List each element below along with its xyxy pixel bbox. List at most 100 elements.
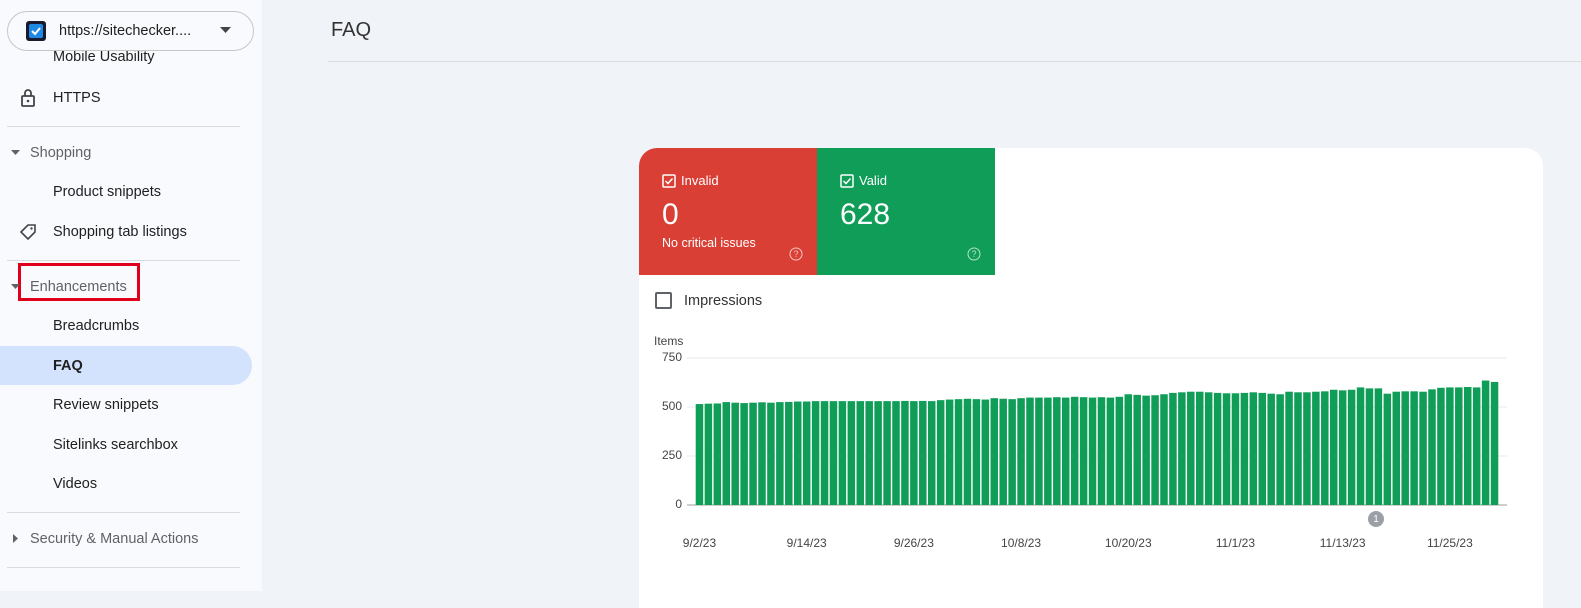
bar <box>1124 394 1133 505</box>
bar <box>972 399 981 505</box>
bar <box>892 401 900 505</box>
bar <box>1321 391 1329 505</box>
page-title: FAQ <box>331 19 372 41</box>
bar <box>1285 391 1293 505</box>
header-divider <box>328 61 1581 62</box>
bar <box>1053 397 1061 505</box>
dropdown-arrow <box>220 27 231 33</box>
nav-item[interactable]: Sitelinks searchbox <box>53 437 178 453</box>
selected-bg <box>0 346 252 385</box>
nav-item[interactable]: Product snippets <box>53 184 162 200</box>
bar <box>847 401 856 505</box>
bar <box>740 403 748 505</box>
annotation-marker[interactable] <box>1368 511 1384 527</box>
x-tick-label: 10/20/23 <box>1105 536 1152 550</box>
bar <box>1329 389 1338 505</box>
bar <box>1294 392 1302 505</box>
x-tick-label: 11/1/23 <box>1216 536 1255 550</box>
sidebar <box>0 0 262 591</box>
tag-icon <box>19 224 36 241</box>
bar <box>1419 391 1427 505</box>
bar <box>1472 387 1481 505</box>
bar <box>1088 397 1097 505</box>
bar <box>1178 392 1186 505</box>
bar <box>1249 392 1258 505</box>
bar <box>704 403 713 505</box>
bar <box>731 402 739 505</box>
card-label: Valid <box>859 173 887 188</box>
bar <box>1187 391 1195 505</box>
nav-item[interactable]: HTTPS <box>53 90 101 106</box>
chart: Items 0 250 500 750 9/2/23 9/14/23 9/26/23 10/8… <box>654 334 1507 550</box>
bar <box>1070 396 1079 505</box>
section-title[interactable]: Shopping <box>30 145 92 161</box>
nav-item-selected[interactable]: FAQ <box>53 358 83 374</box>
section-title[interactable]: Enhancements <box>30 279 127 295</box>
bar <box>1222 393 1231 505</box>
bar <box>1097 397 1106 505</box>
nav-item[interactable]: Shopping tab listings <box>53 224 187 240</box>
bar <box>811 401 820 505</box>
bar <box>936 400 945 505</box>
bar <box>999 398 1007 505</box>
bar <box>1383 393 1392 505</box>
divider <box>7 512 240 513</box>
bar <box>1312 391 1320 505</box>
property-selector[interactable]: https://sitechecker.... <box>7 11 254 51</box>
x-tick-label: 9/2/23 <box>683 536 717 550</box>
bar <box>919 400 927 505</box>
bar <box>874 401 882 505</box>
bar <box>1267 393 1275 505</box>
svg-text:?: ? <box>793 249 798 259</box>
bar <box>1258 392 1267 505</box>
bar <box>1044 397 1052 505</box>
y-tick-label: 250 <box>662 448 682 462</box>
site-icon <box>26 21 46 41</box>
bar <box>945 399 954 505</box>
bar <box>1365 388 1374 505</box>
bar <box>865 401 873 505</box>
nav-item[interactable]: Breadcrumbs <box>53 318 140 334</box>
collapse-arrow <box>11 150 20 155</box>
bar <box>1374 388 1383 505</box>
bar <box>1133 394 1141 505</box>
impressions-checkbox[interactable] <box>655 292 672 309</box>
bar <box>1401 391 1409 505</box>
bar <box>1463 387 1472 505</box>
annotation-label[interactable]: 1 <box>1373 514 1379 525</box>
valid-card[interactable]: Valid 628 ? <box>817 148 995 275</box>
invalid-card[interactable]: Invalid 0 No critical issues ? <box>639 148 817 275</box>
section-title[interactable]: Security & Manual Actions <box>30 531 199 547</box>
bar <box>901 400 909 505</box>
bar <box>785 401 793 505</box>
x-tick-label: 9/26/23 <box>894 536 934 550</box>
svg-text:?: ? <box>971 249 976 259</box>
impressions-label[interactable]: Impressions <box>684 293 763 309</box>
bar <box>1008 399 1016 505</box>
y-tick-label: 750 <box>662 350 682 364</box>
bar <box>776 402 784 505</box>
bar <box>1195 391 1204 505</box>
bar <box>1204 392 1213 505</box>
report-card: Invalid 0 No critical issues ? Valid 628… <box>639 148 1543 608</box>
bar <box>1481 380 1490 505</box>
bar <box>1106 397 1115 505</box>
bar <box>1035 397 1043 505</box>
bar <box>1017 398 1025 505</box>
x-tick-label: 11/25/23 <box>1427 536 1473 550</box>
bar <box>758 402 766 505</box>
y-axis-label: Items <box>654 334 683 348</box>
help-icon[interactable]: ? <box>967 247 981 261</box>
bar <box>713 403 722 505</box>
bar <box>749 402 757 505</box>
help-icon[interactable]: ? <box>789 247 803 261</box>
bar <box>910 401 918 505</box>
bar <box>954 399 963 505</box>
bar <box>1079 397 1088 505</box>
bar <box>990 398 999 505</box>
checkbox <box>840 174 854 188</box>
nav-item[interactable]: Review snippets <box>53 397 159 413</box>
nav-item[interactable]: Mobile Usability <box>53 49 155 65</box>
y-tick-label: 0 <box>675 497 682 511</box>
nav-item[interactable]: Videos <box>53 476 98 492</box>
